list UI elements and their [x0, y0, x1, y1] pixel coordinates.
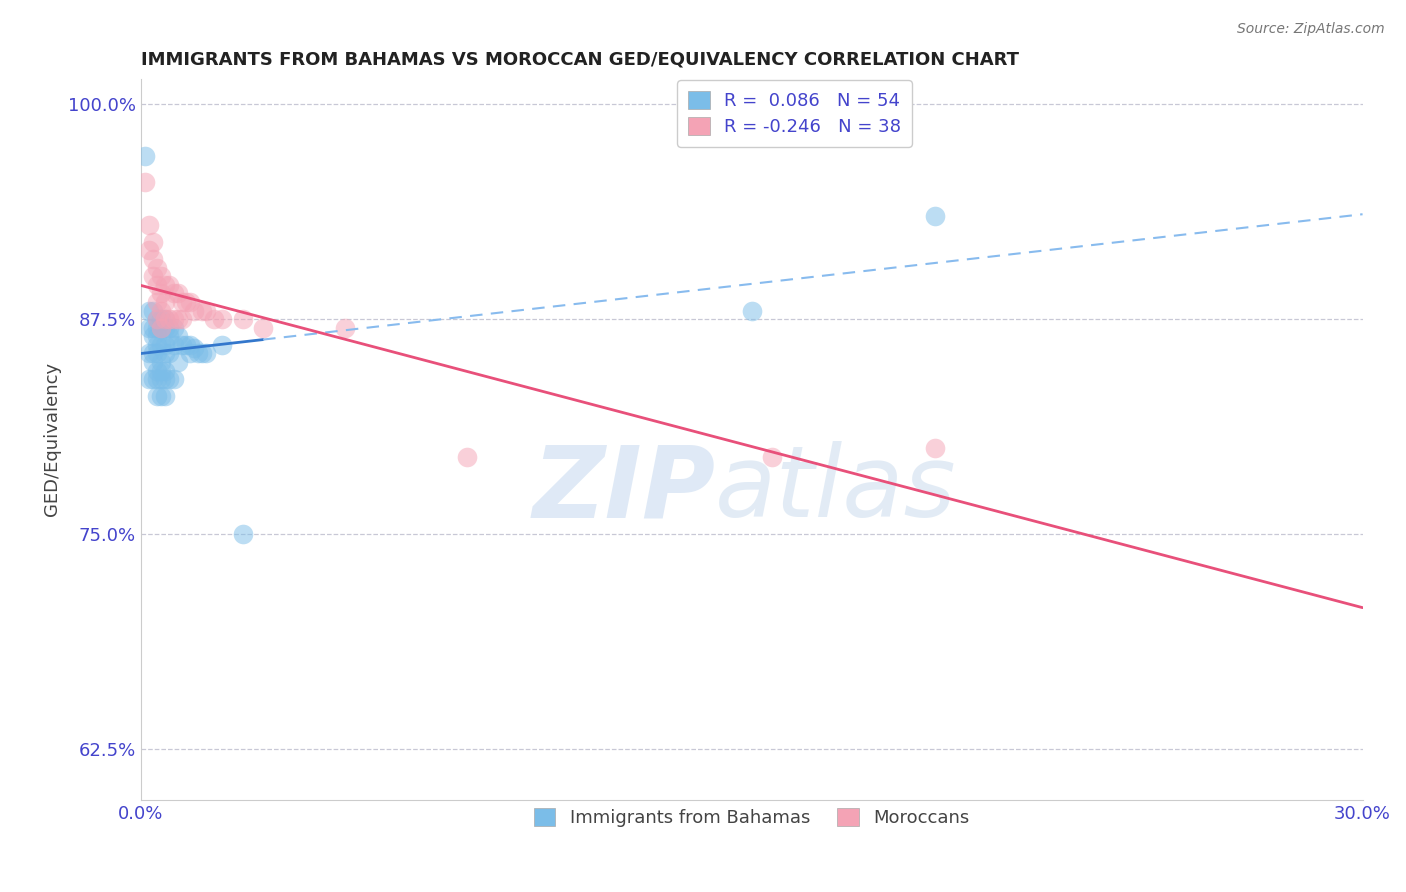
Point — [155, 277, 177, 292]
Point — [155, 312, 177, 326]
Point — [146, 294, 169, 309]
Point — [150, 364, 173, 378]
Point — [761, 450, 783, 464]
Point — [162, 372, 184, 386]
Point — [146, 329, 169, 343]
Point — [142, 303, 165, 318]
Point — [142, 346, 165, 360]
Text: ZIP: ZIP — [531, 442, 716, 539]
Point — [159, 312, 181, 326]
Point — [162, 312, 184, 326]
Point — [159, 329, 181, 343]
Point — [155, 364, 177, 378]
Y-axis label: GED/Equivalency: GED/Equivalency — [44, 362, 60, 516]
Point — [252, 320, 274, 334]
Point — [138, 346, 160, 360]
Point — [142, 269, 165, 284]
Point — [170, 338, 193, 352]
Point — [150, 312, 173, 326]
Point — [138, 303, 160, 318]
Point — [166, 312, 188, 326]
Point — [142, 320, 165, 334]
Point — [150, 269, 173, 284]
Point — [150, 320, 173, 334]
Point — [211, 338, 233, 352]
Point — [166, 286, 188, 301]
Point — [741, 303, 763, 318]
Point — [211, 312, 233, 326]
Point — [924, 209, 946, 223]
Point — [146, 372, 169, 386]
Point — [146, 338, 169, 352]
Point — [195, 346, 218, 360]
Point — [155, 372, 177, 386]
Point — [142, 372, 165, 386]
Point — [134, 175, 156, 189]
Point — [146, 260, 169, 275]
Text: Source: ZipAtlas.com: Source: ZipAtlas.com — [1237, 22, 1385, 37]
Point — [146, 277, 169, 292]
Point — [150, 303, 173, 318]
Point — [170, 312, 193, 326]
Point — [162, 286, 184, 301]
Point — [142, 252, 165, 266]
Point — [162, 338, 184, 352]
Point — [174, 338, 197, 352]
Point — [150, 389, 173, 403]
Point — [159, 346, 181, 360]
Point — [155, 320, 177, 334]
Point — [138, 320, 160, 334]
Point — [142, 355, 165, 369]
Point — [166, 355, 188, 369]
Point — [155, 312, 177, 326]
Point — [159, 320, 181, 334]
Point — [146, 312, 169, 326]
Point — [159, 372, 181, 386]
Point — [232, 527, 254, 541]
Point — [179, 346, 201, 360]
Point — [195, 303, 218, 318]
Point — [166, 329, 188, 343]
Point — [150, 355, 173, 369]
Point — [179, 338, 201, 352]
Point — [155, 338, 177, 352]
Point — [191, 346, 214, 360]
Point — [155, 294, 177, 309]
Point — [183, 303, 205, 318]
Point — [174, 294, 197, 309]
Point — [202, 312, 225, 326]
Point — [150, 338, 173, 352]
Point — [333, 320, 356, 334]
Point — [191, 303, 214, 318]
Point — [142, 235, 165, 249]
Point — [456, 450, 478, 464]
Point — [183, 342, 205, 356]
Point — [159, 277, 181, 292]
Point — [134, 149, 156, 163]
Text: atlas: atlas — [716, 442, 956, 539]
Point — [232, 312, 254, 326]
Point — [150, 372, 173, 386]
Point — [170, 294, 193, 309]
Point — [155, 389, 177, 403]
Point — [142, 329, 165, 343]
Point — [146, 312, 169, 326]
Point — [150, 320, 173, 334]
Point — [138, 218, 160, 232]
Point — [146, 389, 169, 403]
Point — [155, 346, 177, 360]
Point — [150, 286, 173, 301]
Point — [146, 320, 169, 334]
Point — [146, 364, 169, 378]
Point — [138, 372, 160, 386]
Point — [138, 244, 160, 258]
Point — [146, 346, 169, 360]
Text: IMMIGRANTS FROM BAHAMAS VS MOROCCAN GED/EQUIVALENCY CORRELATION CHART: IMMIGRANTS FROM BAHAMAS VS MOROCCAN GED/… — [141, 51, 1019, 69]
Legend: Immigrants from Bahamas, Moroccans: Immigrants from Bahamas, Moroccans — [527, 801, 977, 835]
Point — [162, 320, 184, 334]
Point — [179, 294, 201, 309]
Point — [924, 441, 946, 455]
Point — [187, 346, 209, 360]
